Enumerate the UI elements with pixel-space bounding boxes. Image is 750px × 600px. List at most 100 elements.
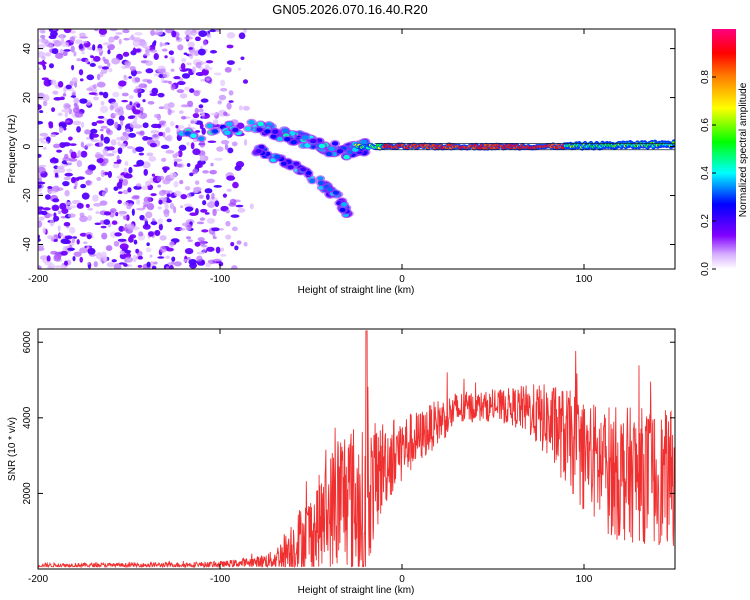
- noise-speckle: [173, 261, 182, 267]
- noise-speckle: [62, 50, 68, 57]
- noise-speckle: [143, 218, 148, 222]
- descending-branch-blob: [258, 144, 265, 149]
- noise-speckle: [107, 49, 111, 55]
- noise-speckle: [185, 236, 191, 240]
- noise-speckle: [111, 57, 121, 65]
- noise-speckle: [79, 212, 85, 218]
- noise-speckle: [173, 76, 181, 80]
- noise-speckle: [39, 132, 49, 137]
- noise-speckle: [206, 246, 215, 252]
- snr-x-axis: -200 -100 0 100: [28, 329, 593, 585]
- upper-branch-blob: [211, 129, 219, 134]
- noise-speckle: [111, 220, 118, 225]
- noise-speckle: [195, 36, 201, 42]
- noise-speckle: [70, 176, 76, 184]
- noise-speckle: [100, 101, 105, 106]
- noise-speckle: [145, 137, 154, 140]
- noise-speckle: [147, 101, 155, 105]
- noise-speckle: [88, 92, 98, 96]
- noise-speckle: [115, 212, 119, 217]
- noise-speckle: [63, 201, 73, 206]
- noise-speckle: [153, 32, 161, 35]
- noise-speckle: [193, 90, 200, 97]
- noise-speckle: [38, 61, 47, 65]
- noise-speckle: [60, 41, 69, 47]
- noise-speckle: [146, 242, 150, 247]
- noise-speckle: [225, 234, 232, 240]
- noise-speckle: [238, 32, 246, 40]
- noise-speckle: [171, 30, 177, 38]
- noise-speckle: [161, 157, 167, 163]
- noise-speckle: [165, 266, 170, 269]
- noise-speckle: [200, 98, 209, 103]
- noise-speckle: [60, 250, 68, 256]
- noise-speckle: [87, 215, 93, 221]
- noise-speckle: [59, 33, 64, 40]
- spectrogram-x-axis: -200 -100 0 100: [28, 29, 593, 285]
- noise-speckle: [49, 213, 53, 217]
- noise-speckle: [164, 202, 169, 210]
- noise-speckle: [158, 199, 163, 205]
- spectrogram-ytick-label: -40: [22, 237, 33, 252]
- noise-speckle: [186, 142, 190, 146]
- noise-speckle: [167, 108, 172, 116]
- noise-speckle: [194, 180, 200, 185]
- noise-speckle: [41, 55, 46, 61]
- noise-speckle: [63, 29, 72, 34]
- spectrogram-xtick-label: 100: [576, 274, 593, 285]
- noise-speckle: [150, 29, 156, 36]
- descending-branch-blob: [255, 148, 262, 154]
- noise-speckle: [53, 212, 57, 218]
- noise-speckle: [171, 260, 175, 265]
- noise-speckle: [211, 227, 220, 232]
- noise-speckle: [173, 181, 179, 188]
- descending-branch-blob: [309, 178, 316, 184]
- noise-speckle: [201, 229, 209, 233]
- noise-speckle: [108, 67, 113, 73]
- noise-speckle: [103, 219, 111, 226]
- noise-speckle: [162, 71, 170, 79]
- noise-speckle: [90, 55, 95, 59]
- noise-speckle: [42, 207, 51, 211]
- noise-speckle: [197, 48, 206, 56]
- noise-speckle: [184, 248, 194, 255]
- noise-speckle: [87, 207, 94, 211]
- noise-speckle: [64, 189, 70, 197]
- noise-speckle: [38, 67, 41, 71]
- noise-speckle: [60, 238, 70, 244]
- noise-speckle: [175, 151, 180, 157]
- noise-speckle: [38, 153, 42, 158]
- noise-speckle: [129, 101, 133, 106]
- noise-speckle: [97, 65, 103, 69]
- noise-speckle: [177, 80, 186, 86]
- noise-speckle: [199, 140, 206, 148]
- spectrogram-xtick-label: -100: [210, 274, 230, 285]
- noise-speckle: [142, 99, 146, 103]
- noise-speckle: [201, 70, 208, 75]
- upper-branch-blob: [328, 146, 335, 152]
- noise-speckle: [186, 62, 192, 66]
- noise-speckle: [48, 121, 54, 127]
- noise-speckle: [157, 218, 163, 225]
- noise-speckle: [176, 36, 180, 41]
- noise-speckle: [226, 175, 236, 181]
- noise-speckle: [228, 100, 234, 103]
- noise-speckle: [181, 73, 191, 79]
- noise-speckle: [180, 193, 188, 200]
- noise-speckle: [73, 251, 82, 257]
- noise-speckle: [199, 154, 206, 162]
- spectrogram-frame: [37, 28, 676, 270]
- noise-speckle: [138, 231, 144, 237]
- descending-branch-blob: [274, 154, 281, 159]
- noise-speckle: [38, 220, 43, 228]
- noise-speckle: [64, 120, 70, 123]
- noise-speckle: [196, 255, 203, 262]
- noise-speckle: [197, 237, 205, 242]
- noise-speckle: [118, 115, 125, 121]
- noise-speckle: [62, 157, 71, 162]
- upper-branch-blob: [232, 127, 239, 133]
- noise-speckle: [126, 223, 135, 231]
- noise-speckle: [102, 148, 108, 155]
- noise-speckle: [79, 256, 83, 263]
- noise-speckle: [80, 121, 85, 128]
